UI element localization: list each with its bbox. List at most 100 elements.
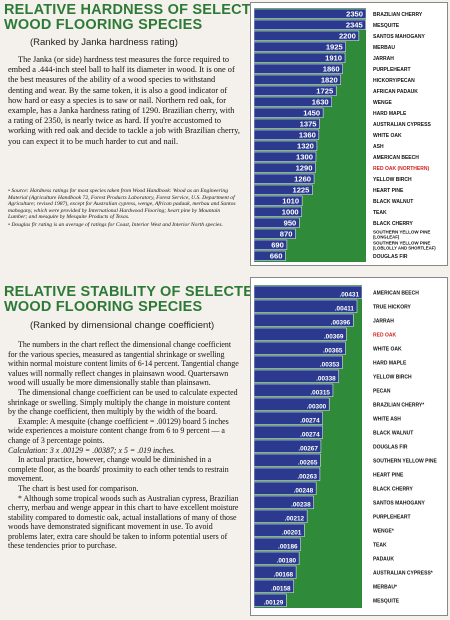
bar [253, 369, 339, 383]
bar [253, 383, 334, 397]
bar-value-label: .00238 [291, 501, 311, 508]
category-label: (LONGLEAF) [373, 234, 400, 239]
category-label: AUSTRALIAN CYPRESS* [373, 570, 433, 576]
category-label: BLACK WALNUT [373, 430, 413, 436]
bar-value-label: 1320 [297, 141, 314, 150]
bar [253, 41, 346, 52]
category-label: RED OAK (NORTHERN) [373, 166, 429, 172]
bar [253, 327, 347, 341]
category-label: WENGE* [373, 528, 394, 534]
bar [253, 250, 286, 261]
bar [253, 162, 316, 173]
category-label: PURPLEHEART [373, 67, 411, 73]
bar-value-label: .00265 [298, 459, 318, 466]
bar-value-label: .00396 [331, 319, 351, 326]
bar [253, 239, 288, 250]
category-label: BRAZILIAN CHERRY [373, 12, 423, 18]
category-label: SOUTHERN YELLOW PINE [373, 241, 430, 246]
category-label: SOUTHERN YELLOW PINE [373, 230, 430, 235]
bar [253, 411, 323, 425]
bar [253, 579, 294, 593]
bar-value-label: 2200 [339, 31, 356, 40]
category-label: AFRICAN PADAUK [373, 89, 418, 95]
category-label: MERBAU [373, 45, 395, 51]
bar [253, 299, 358, 313]
hardness-paragraph: The Janka (or side) hardness test measur… [8, 55, 240, 146]
bar [253, 96, 332, 107]
bar [253, 140, 318, 151]
bar-value-label: 690 [271, 240, 284, 249]
category-label: AMERICAN BEECH [373, 290, 419, 296]
bar-value-label: .00369 [324, 333, 344, 340]
hardness-title-line2: WOOD FLOORING SPECIES [4, 17, 203, 33]
category-label: SANTOS MAHOGANY [373, 500, 426, 506]
bar [253, 8, 367, 19]
category-label: HICKORY/PECAN [373, 78, 415, 84]
bar-value-label: .00274 [300, 431, 320, 438]
stability-subtitle: (Ranked by dimensional change coefficien… [30, 320, 215, 331]
category-label: MERBAU* [373, 584, 397, 590]
bar-value-label: 1375 [300, 119, 318, 128]
category-label: SOUTHERN YELLOW PINE [373, 458, 437, 464]
stability-paragraph: The numbers in the chart reflect the dim… [8, 340, 239, 388]
category-label: PADAUK [373, 556, 394, 562]
bar [253, 481, 317, 495]
bar-value-label: 1925 [326, 42, 344, 51]
category-label: WHITE OAK [373, 133, 402, 139]
hardness-title-line1: RELATIVE HARDNESS OF SELECTED [4, 2, 272, 18]
bar [253, 184, 313, 195]
bar-value-label: 1260 [294, 174, 311, 183]
stability-chart-panel: .00431 AMERICAN BEECH .00411 TRUE HICKORY .0… [250, 277, 448, 616]
category-label: HARD MAPLE [373, 111, 407, 117]
stability-title-line2: WOOD FLOORING SPECIES [4, 299, 203, 315]
stability-title: RELATIVE STABILITY OF SELECTED WOOD FLOO… [4, 285, 264, 315]
bar [253, 52, 346, 63]
bar [253, 537, 301, 551]
bar [253, 425, 323, 439]
hardness-subtitle: (Ranked by Janka hardness rating) [30, 37, 178, 48]
stability-paragraph: In actual practice, however, change woul… [8, 455, 229, 484]
bar-value-label: 1820 [321, 75, 338, 84]
stability-calculation: Calculation: 3 x .00129 = .00387; x 5 = … [8, 445, 176, 455]
category-label: MESQUITE [373, 23, 400, 29]
bar-value-label: 1010 [282, 196, 299, 205]
category-label: JARRAH [373, 318, 394, 324]
category-label: BLACK CHERRY [373, 486, 413, 492]
category-label: JARRAH [373, 56, 394, 62]
bar-value-label: .00201 [282, 529, 302, 536]
bar-value-label: .00248 [294, 487, 314, 494]
category-label: AMERICAN BEECH [373, 155, 419, 161]
category-label: DOUGLAS FIR [373, 254, 408, 260]
bar-value-label: .00411 [335, 305, 355, 312]
bar-value-label: .00186 [278, 543, 298, 550]
bar-value-label: .00168 [274, 571, 294, 578]
bar-value-label: 1225 [292, 185, 310, 194]
bar-value-label: 1300 [296, 152, 313, 161]
category-label: HEART PINE [373, 472, 404, 478]
bar-value-label: 1290 [296, 163, 313, 172]
bar [253, 355, 343, 369]
category-label: RED OAK [373, 332, 396, 338]
stability-chart: .00431 AMERICAN BEECH .00411 TRUE HICKORY .0… [253, 285, 437, 608]
bar [253, 565, 297, 579]
category-label: PECAN [373, 388, 391, 394]
category-label: WHITE OAK [373, 346, 402, 352]
bar [253, 509, 308, 523]
category-label: DOUGLAS FIR [373, 444, 408, 450]
bar-value-label: 1725 [316, 86, 334, 95]
category-label: (LOBLOLLY AND SHORTLEAF) [373, 245, 436, 250]
hardness-note: • Douglas fir rating is an average of ra… [8, 221, 223, 228]
stability-body: The numbers in the chart reflect the dim… [8, 340, 240, 551]
hardness-chart-panel: 2350 BRAZILIAN CHERRY 2345 MESQUITE 2200 SANT… [250, 2, 448, 266]
category-label: HEART PINE [373, 188, 404, 194]
stability-paragraph: Example: A mesquite (change coefficient … [8, 416, 229, 445]
category-label: BRAZILIAN CHERRY* [373, 402, 424, 408]
bar [253, 195, 303, 206]
category-label: HARD MAPLE [373, 360, 407, 366]
category-label: YELLOW BIRCH [373, 374, 412, 380]
category-label: PURPLEHEART [373, 514, 411, 520]
stability-title-line1: RELATIVE STABILITY OF SELECTED [4, 284, 264, 300]
category-label: AUSTRALIAN CYPRESS [373, 122, 431, 128]
bar [253, 341, 346, 355]
bar [253, 453, 321, 467]
